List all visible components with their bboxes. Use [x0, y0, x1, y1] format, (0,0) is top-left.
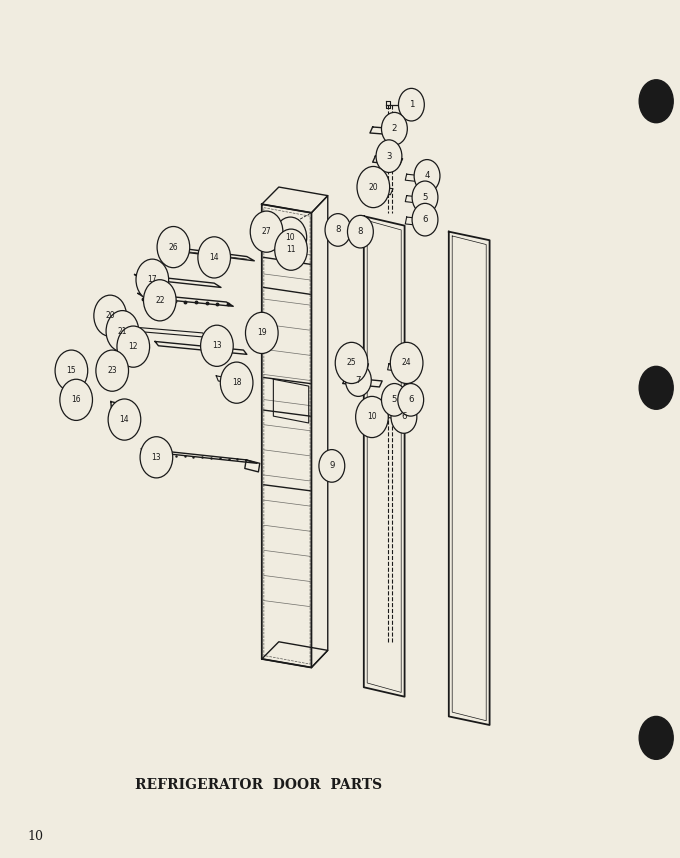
- Text: 19: 19: [257, 329, 267, 337]
- Circle shape: [335, 342, 368, 384]
- Text: 2: 2: [392, 124, 397, 133]
- Text: 24: 24: [402, 359, 411, 367]
- Circle shape: [96, 350, 129, 391]
- Text: 10: 10: [367, 413, 377, 421]
- Text: REFRIGERATOR  DOOR  PARTS: REFRIGERATOR DOOR PARTS: [135, 778, 382, 792]
- Text: 10: 10: [27, 830, 44, 843]
- Text: 5: 5: [392, 396, 397, 404]
- Circle shape: [347, 215, 373, 248]
- Circle shape: [414, 160, 440, 192]
- Circle shape: [136, 259, 169, 300]
- Text: 13: 13: [212, 341, 222, 350]
- Circle shape: [381, 384, 407, 416]
- Circle shape: [391, 401, 417, 433]
- Text: 5: 5: [422, 193, 428, 202]
- Circle shape: [319, 450, 345, 482]
- Circle shape: [201, 325, 233, 366]
- Text: 1: 1: [409, 100, 414, 109]
- Circle shape: [398, 384, 424, 416]
- Circle shape: [157, 227, 190, 268]
- Text: 25: 25: [347, 359, 356, 367]
- Text: 16: 16: [71, 396, 81, 404]
- Text: 27: 27: [262, 227, 271, 236]
- Circle shape: [381, 112, 407, 145]
- Text: 9: 9: [329, 462, 335, 470]
- Circle shape: [639, 80, 673, 123]
- Circle shape: [198, 237, 231, 278]
- Circle shape: [55, 350, 88, 391]
- Text: 15: 15: [67, 366, 76, 375]
- Circle shape: [106, 311, 139, 352]
- Circle shape: [345, 364, 371, 396]
- Text: 3: 3: [386, 152, 392, 160]
- Circle shape: [357, 166, 390, 208]
- Text: 23: 23: [107, 366, 117, 375]
- Circle shape: [398, 88, 424, 121]
- Circle shape: [117, 326, 150, 367]
- Circle shape: [94, 295, 126, 336]
- Circle shape: [274, 217, 307, 258]
- Text: 4: 4: [424, 172, 430, 180]
- Text: 7: 7: [356, 376, 361, 384]
- Text: 20: 20: [369, 183, 378, 191]
- Circle shape: [412, 203, 438, 236]
- Circle shape: [60, 379, 92, 420]
- Text: 10: 10: [286, 233, 295, 242]
- Circle shape: [140, 437, 173, 478]
- Text: 8: 8: [358, 227, 363, 236]
- Text: 14: 14: [120, 415, 129, 424]
- Text: 6: 6: [408, 396, 413, 404]
- Text: 14: 14: [209, 253, 219, 262]
- Circle shape: [412, 181, 438, 214]
- Text: 12: 12: [129, 342, 138, 351]
- Circle shape: [356, 396, 388, 438]
- Circle shape: [325, 214, 351, 246]
- Text: 13: 13: [152, 453, 161, 462]
- Circle shape: [390, 342, 423, 384]
- Text: 18: 18: [232, 378, 241, 387]
- Circle shape: [376, 140, 402, 172]
- Circle shape: [220, 362, 253, 403]
- Circle shape: [250, 211, 283, 252]
- Circle shape: [245, 312, 278, 353]
- Text: 20: 20: [105, 311, 115, 320]
- Circle shape: [143, 280, 176, 321]
- Text: 6: 6: [422, 215, 428, 224]
- Circle shape: [108, 399, 141, 440]
- Text: 26: 26: [169, 243, 178, 251]
- Text: 22: 22: [155, 296, 165, 305]
- Text: 21: 21: [118, 327, 127, 335]
- Text: 6: 6: [401, 413, 407, 421]
- Text: 17: 17: [148, 275, 157, 284]
- Text: 8: 8: [335, 226, 341, 234]
- Circle shape: [639, 716, 673, 759]
- Text: 11: 11: [286, 245, 296, 254]
- Circle shape: [275, 229, 307, 270]
- Circle shape: [639, 366, 673, 409]
